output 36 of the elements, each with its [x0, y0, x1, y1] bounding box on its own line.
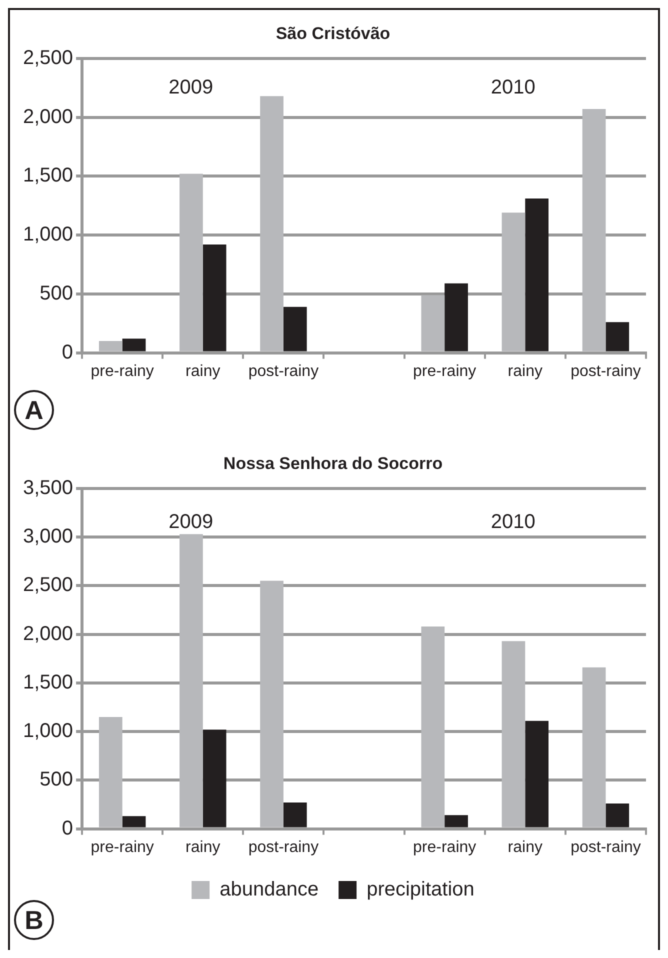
x-tick-label: pre-rainy	[90, 838, 154, 856]
x-tick-label: rainy	[186, 362, 220, 380]
legend-label: precipitation	[366, 878, 474, 901]
y-tick-label: 2,000	[22, 106, 74, 128]
x-tick-label: rainy	[508, 838, 542, 856]
circle-badge: A	[14, 390, 54, 430]
annotation: 2010	[490, 76, 536, 98]
x-tick-label: pre-rainy	[90, 362, 154, 380]
y-tick-label: 3,500	[22, 476, 74, 499]
y-tick-label: 1,000	[22, 720, 74, 742]
y-tick-label: 2,500	[22, 46, 74, 69]
annotation: 2010	[490, 510, 536, 533]
annotation: 2009	[168, 76, 214, 98]
x-tick-label: pre-rainy	[413, 362, 476, 380]
x-tick-label: post-rainy	[570, 838, 641, 856]
x-tick-label: post-rainy	[570, 362, 641, 380]
y-tick-label: 1,000	[22, 224, 74, 246]
y-tick-label: 1,500	[22, 671, 74, 694]
x-tick-label: post-rainy	[248, 362, 319, 380]
y-tick-label: 2,000	[22, 622, 74, 645]
chart-title: Nossa Senhora do Socorro	[223, 454, 443, 473]
y-tick-label: 0	[62, 341, 74, 364]
y-tick-label: 3,000	[22, 526, 74, 548]
chart-title: São Cristóvão	[276, 24, 390, 43]
x-tick-label: post-rainy	[248, 838, 319, 856]
x-tick-label: rainy	[508, 362, 542, 380]
x-tick-label: pre-rainy	[413, 838, 476, 856]
legend-label: abundance	[220, 878, 319, 901]
y-tick-label: 500	[40, 768, 74, 791]
y-tick-label: 0	[62, 817, 74, 840]
y-tick-label: 1,500	[22, 164, 74, 187]
y-tick-label: 2,500	[22, 574, 74, 596]
x-tick-label: rainy	[186, 838, 220, 856]
annotation: 2009	[168, 510, 214, 533]
circle-badge: B	[14, 900, 54, 940]
y-tick-label: 500	[40, 282, 74, 304]
